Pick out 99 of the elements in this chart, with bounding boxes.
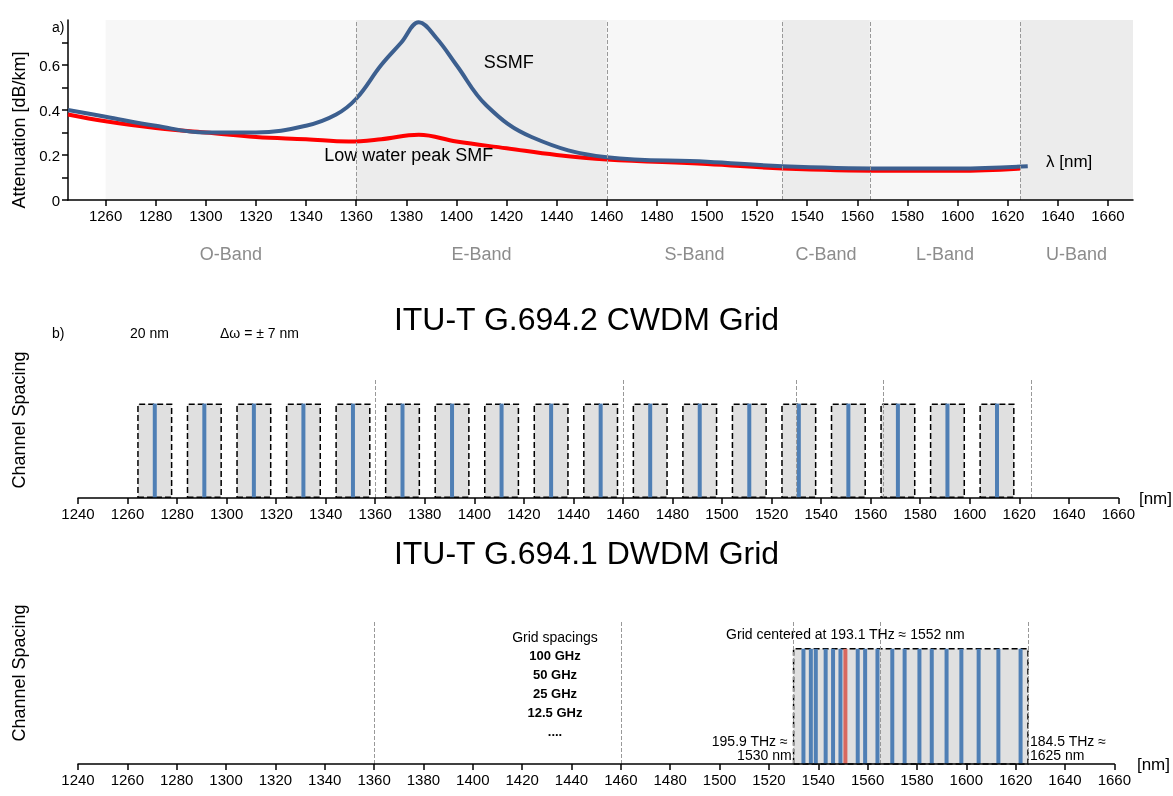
x-tick-label: 1500 bbox=[690, 207, 724, 224]
y-axis-title: Channel Spacing bbox=[9, 351, 29, 489]
annotation: 25 GHz bbox=[532, 686, 578, 701]
band-label: U-Band bbox=[1046, 244, 1108, 264]
y-tick-label: 0 bbox=[51, 191, 60, 209]
y-tick-label: 0.4 bbox=[39, 101, 60, 119]
x-tick-label: 1620 bbox=[998, 771, 1033, 788]
x-tick-label: 1320 bbox=[258, 771, 293, 788]
x-tick-label: 1520 bbox=[754, 505, 789, 522]
x-tick-label: 1640 bbox=[1052, 505, 1086, 522]
x-tick-label: 1520 bbox=[740, 207, 774, 224]
x-tick-label: 1300 bbox=[209, 771, 243, 788]
x-axis-title: [nm] bbox=[1136, 754, 1170, 774]
x-tick-label: 1380 bbox=[389, 207, 423, 224]
x-tick-label: 1440 bbox=[539, 207, 574, 224]
x-tick-label: 1480 bbox=[655, 505, 690, 522]
x-tick-label: 1340 bbox=[289, 207, 323, 224]
x-tick-label: 1640 bbox=[1041, 207, 1075, 224]
y-tick-label: 0.2 bbox=[39, 146, 60, 164]
x-tick-label: 1320 bbox=[239, 207, 273, 224]
annotation: 100 GHz bbox=[529, 648, 582, 663]
x-tick-label: 1360 bbox=[339, 207, 373, 224]
x-tick-label: 1420 bbox=[505, 771, 539, 788]
annotation: 50 GHz bbox=[532, 667, 578, 682]
chart-title: ITU-T G.694.2 CWDM Grid bbox=[393, 301, 780, 337]
x-tick-label: 1480 bbox=[653, 771, 687, 788]
x-tick-label: 1540 bbox=[801, 771, 835, 788]
x-tick-label: 1660 bbox=[1101, 505, 1136, 522]
x-tick-label: 1460 bbox=[590, 207, 624, 224]
text: a) bbox=[52, 19, 65, 35]
x-tick-label: 1260 bbox=[110, 771, 145, 788]
text: Grid spacings bbox=[512, 629, 598, 645]
x-tick-label: 1340 bbox=[309, 505, 343, 522]
x-tick-label: 1360 bbox=[357, 771, 391, 788]
x-tick-label: 1460 bbox=[606, 505, 640, 522]
x-tick-label: 1620 bbox=[991, 207, 1025, 224]
x-tick-label: 1560 bbox=[850, 771, 885, 788]
x-tick-label: 1540 bbox=[790, 207, 824, 224]
annotation: Grid centered at 193.1 THz ≈ 1552 nm bbox=[726, 625, 965, 642]
y-tick-label: 0.6 bbox=[39, 56, 60, 74]
y-axis-title: Attenuation [dB/km] bbox=[9, 51, 29, 209]
x-tick-label: 1620 bbox=[1002, 505, 1036, 522]
line-series bbox=[66, 20, 1030, 171]
text: b) bbox=[52, 325, 65, 341]
x-tick-label: 1580 bbox=[903, 505, 937, 522]
x-tick-label: 1500 bbox=[702, 771, 737, 788]
series-label: Low water peak SMF bbox=[324, 144, 494, 165]
x-tick-label: 1440 bbox=[556, 505, 591, 522]
x-tick-label: 1420 bbox=[507, 505, 541, 522]
x-tick-label: 1340 bbox=[308, 771, 342, 788]
x-tick-label: 1660 bbox=[1091, 207, 1125, 224]
x-tick-label: 1500 bbox=[705, 505, 739, 522]
y-axis-title: Channel Spacing bbox=[9, 604, 29, 742]
x-axis-title: [nm] bbox=[1138, 488, 1172, 508]
x-tick-label: 1600 bbox=[953, 505, 987, 522]
annotation: .... bbox=[547, 724, 563, 739]
x-tick-label: 1580 bbox=[900, 771, 934, 788]
band-label: O-Band bbox=[199, 244, 262, 264]
x-tick-label: 1300 bbox=[209, 505, 244, 522]
x-tick-label: 1360 bbox=[358, 505, 392, 522]
x-tick-label: 1600 bbox=[940, 207, 975, 224]
band-label: S-Band bbox=[664, 244, 725, 264]
text: Δω = ± 7 nm bbox=[220, 325, 299, 341]
x-tick-label: 1420 bbox=[489, 207, 524, 224]
x-tick-label: 1560 bbox=[853, 505, 888, 522]
band-label: L-Band bbox=[916, 244, 975, 264]
series-label: SSMF bbox=[483, 52, 534, 73]
x-tick-label: 1240 bbox=[61, 505, 95, 522]
x-tick-label: 1280 bbox=[160, 771, 194, 788]
x-tick-label: 1540 bbox=[804, 505, 838, 522]
band-label: E-Band bbox=[451, 244, 512, 264]
x-tick-label: 1640 bbox=[1048, 771, 1082, 788]
annotation: 184.5 THz ≈ 1625 nm bbox=[1029, 733, 1110, 763]
x-tick-label: 1560 bbox=[840, 207, 875, 224]
x-tick-label: 1280 bbox=[139, 207, 173, 224]
x-tick-label: 1580 bbox=[890, 207, 925, 224]
annotation: 12.5 GHz bbox=[527, 705, 583, 720]
x-tick-label: 1300 bbox=[189, 207, 223, 224]
x-tick-label: 1380 bbox=[408, 505, 442, 522]
x-tick-label: 1400 bbox=[457, 505, 492, 522]
x-axis-title: λ [nm] bbox=[1046, 152, 1093, 171]
x-tick-label: 1660 bbox=[1097, 771, 1132, 788]
x-tick-label: 1280 bbox=[160, 505, 194, 522]
x-tick-label: 1460 bbox=[604, 771, 638, 788]
annotation: 195.9 THz ≈ 1530 nm bbox=[711, 733, 792, 763]
chart-title: ITU-T G.694.1 DWDM Grid bbox=[393, 535, 780, 571]
x-tick-label: 1600 bbox=[949, 771, 983, 788]
x-tick-label: 1520 bbox=[752, 771, 786, 788]
x-tick-label: 1260 bbox=[110, 505, 145, 522]
x-tick-label: 1380 bbox=[406, 771, 441, 788]
x-tick-label: 1260 bbox=[88, 207, 123, 224]
band-label: C-Band bbox=[795, 244, 857, 264]
x-tick-label: 1400 bbox=[456, 771, 490, 788]
x-tick-label: 1320 bbox=[259, 505, 293, 522]
x-tick-label: 1240 bbox=[61, 771, 95, 788]
text: 20 nm bbox=[130, 325, 169, 341]
x-tick-label: 1480 bbox=[640, 207, 674, 224]
x-tick-label: 1400 bbox=[439, 207, 474, 224]
x-tick-label: 1440 bbox=[554, 771, 589, 788]
